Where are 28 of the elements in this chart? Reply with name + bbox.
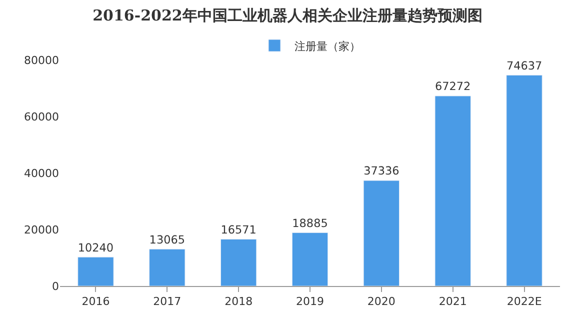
data-label: 13065 [149,233,185,246]
y-tick-label: 40000 [24,166,59,180]
bar [78,256,114,286]
x-tick-label: 2018 [224,295,253,308]
y-tick-label: 0 [52,280,59,293]
bar [434,96,471,286]
x-tick-label: 2022E [506,295,542,308]
legend-label: 注册量（家） [294,40,360,53]
data-label: 37336 [364,164,400,178]
data-label: 67272 [435,80,471,94]
y-tick-label: 60000 [24,110,59,124]
chart-title: 2016-2022年中国工业机器人相关企业注册量趋势预测图 [92,6,482,24]
y-tick-label: 20000 [24,223,59,236]
x-tick-label: 2016 [82,295,110,308]
y-tick-label: 80000 [24,54,59,67]
x-tick-label: 2020 [367,295,396,308]
data-label: 18885 [292,216,328,230]
x-tick-label: 2017 [153,295,182,308]
bar [292,232,328,286]
bar [149,248,186,286]
x-tick-label: 2019 [296,295,324,308]
data-label: 10240 [78,241,114,254]
x-tick-label: 2021 [438,295,467,308]
data-label: 16571 [220,223,256,236]
bar [220,238,257,286]
bar [363,180,400,286]
data-label: 74637 [506,59,542,72]
bar [506,74,542,286]
